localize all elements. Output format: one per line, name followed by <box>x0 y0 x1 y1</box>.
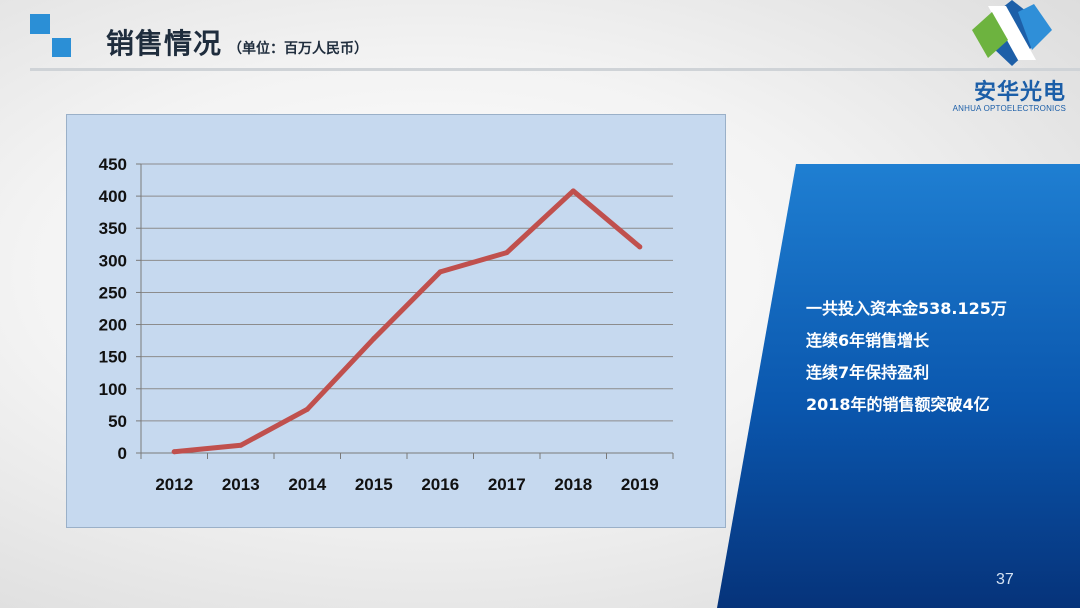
y-tick-label: 450 <box>99 155 127 174</box>
x-tick-label: 2013 <box>222 475 260 494</box>
highlight-item: 连续7年保持盈利 <box>806 363 930 382</box>
y-tick-label: 300 <box>99 251 127 270</box>
x-tick-label: 2012 <box>155 475 193 494</box>
y-tick-label: 0 <box>118 444 127 463</box>
sales-series-line <box>171 188 643 455</box>
brand-block: 安华光电 ANHUA OPTOELECTRONICS <box>953 74 1066 113</box>
highlight-item: 一共投入资本金538.125万 <box>806 299 1007 318</box>
x-tick-label: 2016 <box>421 475 459 494</box>
x-tick-label: 2015 <box>355 475 393 494</box>
y-tick-label: 50 <box>108 412 127 431</box>
data-point <box>238 442 244 448</box>
y-tick-label: 200 <box>99 316 127 335</box>
highlights-list: 一共投入资本金538.125万 连续6年销售增长 连续7年保持盈利 2018年的… <box>806 296 1007 424</box>
brand-name-cn: 安华光电 <box>973 80 1066 105</box>
sales-line-chart: 0 50 100 150 200 250 300 350 400 450 2012 2013 2014 2… <box>99 155 674 494</box>
data-point <box>304 406 310 412</box>
data-point <box>171 449 177 455</box>
y-tick-label: 150 <box>99 348 127 367</box>
title-divider <box>30 68 1080 71</box>
anhua-logo-icon <box>972 0 1052 66</box>
brand-name-en: ANHUA OPTOELECTRONICS <box>952 104 1066 113</box>
x-tick-label: 2014 <box>288 475 326 494</box>
y-tick-label: 400 <box>99 187 127 206</box>
data-point <box>371 336 377 342</box>
page-title-group: 销售情况 （单位：百万人民币） <box>106 22 368 62</box>
y-tick-label: 250 <box>99 283 127 302</box>
highlight-item: 连续6年销售增长 <box>806 331 930 350</box>
page-title: 销售情况 <box>106 27 223 60</box>
page-subtitle: （单位：百万人民币） <box>228 41 369 57</box>
data-point <box>437 269 443 275</box>
x-tick-label: 2017 <box>488 475 526 494</box>
data-point <box>570 188 576 194</box>
x-tick-label: 2018 <box>554 475 592 494</box>
y-tick-label: 350 <box>99 219 127 238</box>
data-point <box>637 244 643 250</box>
highlight-item: 2018年的销售额突破4亿 <box>806 395 990 414</box>
x-tick-label: 2019 <box>621 475 659 494</box>
sales-chart: 0 50 100 150 200 250 300 350 400 450 2012 2013 2014 2… <box>66 114 726 528</box>
page-number: 37 <box>996 571 1014 588</box>
y-tick-label: 100 <box>99 380 127 399</box>
data-point <box>504 250 510 256</box>
corner-squares-decoration <box>30 14 71 57</box>
